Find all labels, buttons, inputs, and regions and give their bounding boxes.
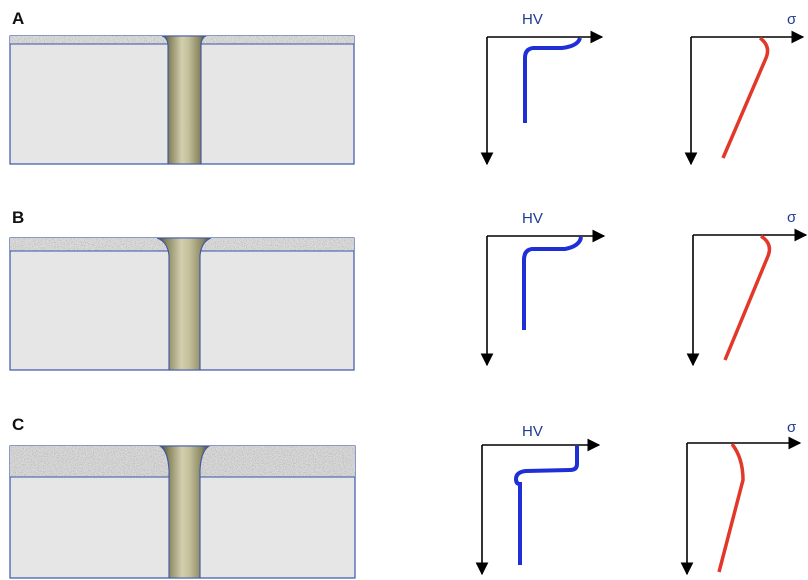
cross-section-block	[9, 35, 355, 165]
row-c: C HV σ	[9, 415, 802, 579]
hv-curve	[523, 37, 582, 123]
hv-axis-label: HV	[522, 423, 543, 440]
sigma-curve	[717, 442, 745, 573]
hv-axis-label: HV	[522, 210, 543, 227]
row-label: C	[12, 415, 24, 434]
sigma-curve	[723, 234, 772, 361]
row-b: B HV σ	[9, 208, 808, 371]
row-a: A HV σ	[9, 9, 805, 166]
row-label: A	[12, 9, 24, 28]
sigma-axis-label: σ	[787, 11, 797, 28]
stress-chart: σ	[686, 209, 808, 367]
hv-curve	[522, 236, 583, 330]
fastener-pin	[161, 35, 207, 165]
sigma-curve	[721, 36, 770, 159]
cross-section-block	[9, 237, 355, 371]
hardness-chart: HV	[480, 210, 606, 367]
stress-chart: σ	[684, 11, 805, 166]
fastener-pin	[156, 237, 212, 371]
hv-axis-label: HV	[522, 11, 543, 28]
sigma-axis-label: σ	[787, 209, 797, 226]
hardness-chart: HV	[475, 423, 601, 576]
cross-section-block	[9, 445, 356, 579]
fastener-pin	[158, 445, 211, 579]
hardness-chart: HV	[480, 11, 604, 166]
stress-chart: σ	[680, 419, 802, 576]
row-label: B	[12, 208, 24, 227]
hv-curve	[513, 446, 579, 565]
sigma-axis-label: σ	[787, 419, 797, 436]
